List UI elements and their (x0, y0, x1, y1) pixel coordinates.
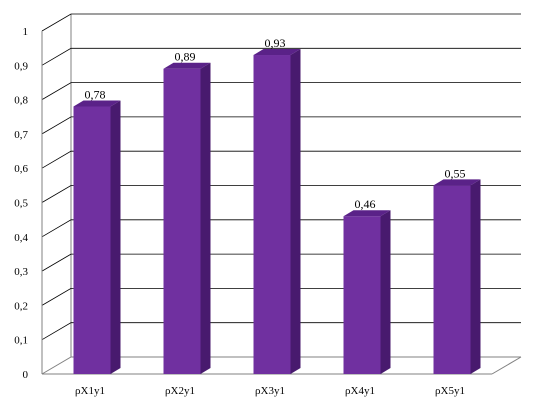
y-tick-label: 0,9 (14, 60, 28, 72)
data-label: 0,93 (265, 36, 286, 50)
gridline (41, 116, 521, 135)
bar-top (163, 62, 211, 69)
floor-right-edge (491, 356, 522, 375)
y-tick-label: 0 (23, 369, 29, 381)
y-tick-label: 0,6 (14, 163, 28, 175)
bar (433, 185, 471, 374)
gridline (41, 150, 521, 169)
bar-side (200, 62, 211, 374)
bar-top (433, 179, 481, 186)
gridline (41, 185, 521, 203)
bar (253, 55, 291, 374)
y-tick-label: 0,2 (14, 300, 28, 312)
gridline (41, 82, 521, 100)
bar-top (253, 49, 301, 56)
y-tick-label: 0,8 (14, 95, 28, 107)
y-tick-label: 1 (23, 26, 29, 38)
bar-side (470, 179, 481, 374)
y-tick-label: 0,3 (14, 266, 28, 278)
bar-top (343, 210, 391, 217)
bar (343, 216, 381, 374)
x-tick-label: ρX4y1 (345, 385, 375, 397)
x-tick-label: ρX2y1 (165, 385, 195, 397)
y-tick-label: 0,7 (14, 129, 28, 141)
bar-side (110, 100, 121, 375)
data-label: 0,46 (355, 197, 376, 211)
y-tick-label: 0,1 (14, 335, 28, 347)
data-label: 0,89 (175, 50, 196, 64)
bar (73, 106, 111, 375)
bar-side (290, 49, 301, 374)
bar-top (73, 100, 121, 107)
gridline (41, 13, 521, 32)
data-label: 0,55 (445, 166, 466, 180)
x-tick-label: ρX3y1 (255, 385, 285, 397)
y-tick-label: 0,4 (14, 232, 28, 244)
bar (163, 68, 201, 374)
x-tick-label: ρX1y1 (75, 385, 105, 397)
gridline (41, 47, 521, 66)
data-label: 0,78 (85, 87, 106, 101)
x-tick-label: ρX5y1 (435, 385, 465, 397)
y-tick-label: 0,5 (14, 198, 28, 210)
bar-side (380, 210, 391, 374)
